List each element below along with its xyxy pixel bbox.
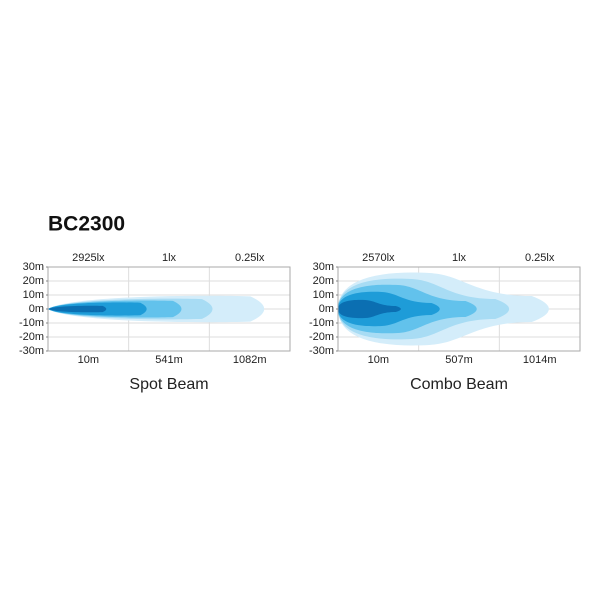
distance-label: 10m — [78, 354, 99, 366]
y-label: -20m — [19, 331, 44, 343]
lux-label: 1lx — [452, 252, 467, 264]
beam-panel — [47, 266, 291, 352]
y-label: -10m — [19, 317, 44, 329]
beam-contour — [48, 305, 107, 313]
y-label: -20m — [309, 331, 334, 343]
y-label: -30m — [19, 345, 44, 357]
y-label: -10m — [309, 317, 334, 329]
y-label: -30m — [309, 345, 334, 357]
lux-label: 2570lx — [362, 252, 395, 264]
y-label: 10m — [313, 289, 334, 301]
y-label: 30m — [313, 261, 334, 273]
distance-label: 1082m — [233, 354, 267, 366]
lux-label: 0.25lx — [525, 252, 555, 264]
product-title: BC2300 — [48, 213, 125, 236]
beam-caption: Spot Beam — [129, 376, 208, 393]
y-label: 0m — [319, 303, 334, 315]
distance-label: 10m — [368, 354, 389, 366]
distance-label: 507m — [445, 354, 473, 366]
beam-panel — [337, 266, 581, 352]
y-label: 20m — [23, 275, 44, 287]
lux-label: 0.25lx — [235, 252, 265, 264]
lux-label: 1lx — [162, 252, 177, 264]
y-label: 0m — [29, 303, 44, 315]
y-label: 20m — [313, 275, 334, 287]
lux-label: 2925lx — [72, 252, 105, 264]
beam-contour — [338, 299, 401, 319]
y-label: 10m — [23, 289, 44, 301]
distance-label: 1014m — [523, 354, 557, 366]
distance-label: 541m — [155, 354, 183, 366]
beam-caption: Combo Beam — [410, 376, 508, 393]
y-label: 30m — [23, 261, 44, 273]
